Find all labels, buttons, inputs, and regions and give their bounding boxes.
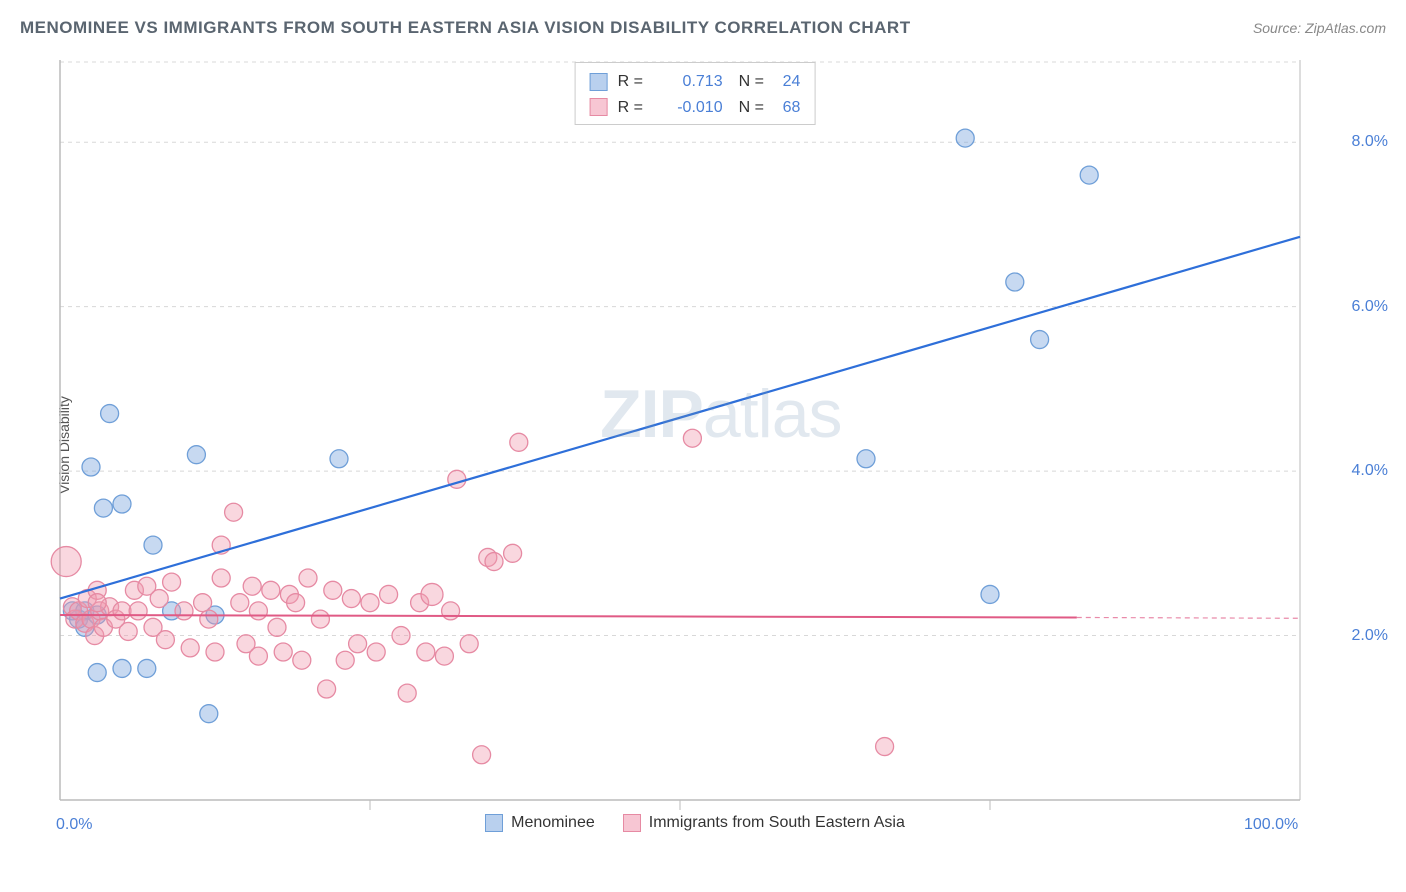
legend-swatch-1: [623, 814, 641, 832]
chart-area: Vision Disability ZIPatlas R = 0.713 N =…: [50, 60, 1340, 830]
scatter-plot: [50, 60, 1340, 830]
x-tick-label: 100.0%: [1244, 816, 1298, 834]
chart-header: MENOMINEE VS IMMIGRANTS FROM SOUTH EASTE…: [20, 18, 1386, 38]
legend-item-menominee: Menominee: [485, 814, 595, 832]
r-value-0: 0.713: [658, 69, 723, 95]
r-label: R =: [618, 95, 648, 121]
swatch-immigrants: [590, 98, 608, 116]
y-tick-label: 8.0%: [1352, 133, 1388, 151]
legend-swatch-0: [485, 814, 503, 832]
legend-item-immigrants: Immigrants from South Eastern Asia: [623, 814, 905, 832]
bottom-legend: Menominee Immigrants from South Eastern …: [50, 814, 1340, 832]
corr-row-0: R = 0.713 N = 24: [590, 69, 801, 95]
correlation-legend: R = 0.713 N = 24 R = -0.010 N = 68: [575, 62, 816, 125]
legend-label-0: Menominee: [511, 814, 595, 832]
chart-source: Source: ZipAtlas.com: [1253, 20, 1386, 36]
y-tick-label: 6.0%: [1352, 298, 1388, 316]
r-label: R =: [618, 69, 648, 95]
n-label: N =: [739, 95, 773, 121]
chart-title: MENOMINEE VS IMMIGRANTS FROM SOUTH EASTE…: [20, 18, 911, 38]
x-tick-label: 0.0%: [56, 816, 92, 834]
corr-row-1: R = -0.010 N = 68: [590, 95, 801, 121]
legend-label-1: Immigrants from South Eastern Asia: [649, 814, 905, 832]
n-label: N =: [739, 69, 773, 95]
n-value-1: 68: [783, 95, 801, 121]
swatch-menominee: [590, 73, 608, 91]
r-value-1: -0.010: [658, 95, 723, 121]
y-tick-label: 4.0%: [1352, 462, 1388, 480]
y-tick-label: 2.0%: [1352, 627, 1388, 645]
n-value-0: 24: [783, 69, 801, 95]
